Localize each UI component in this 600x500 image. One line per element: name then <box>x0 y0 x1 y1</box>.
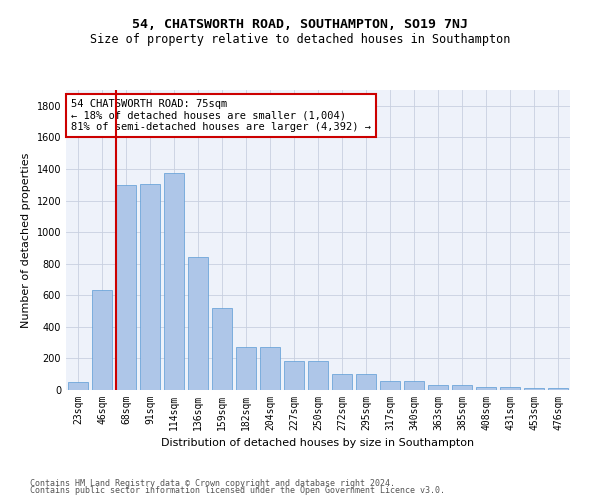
Bar <box>524 388 544 390</box>
Bar <box>500 387 520 390</box>
Bar <box>308 361 328 390</box>
Text: 54 CHATSWORTH ROAD: 75sqm
← 18% of detached houses are smaller (1,004)
81% of se: 54 CHATSWORTH ROAD: 75sqm ← 18% of detac… <box>71 99 371 132</box>
Bar <box>236 346 256 390</box>
Bar <box>452 385 472 390</box>
Bar <box>476 387 496 390</box>
Bar <box>140 184 160 390</box>
Bar <box>548 388 568 390</box>
Text: Contains HM Land Registry data © Crown copyright and database right 2024.: Contains HM Land Registry data © Crown c… <box>30 478 395 488</box>
Bar <box>92 290 112 390</box>
Bar <box>428 385 448 390</box>
Bar <box>404 380 424 390</box>
Y-axis label: Number of detached properties: Number of detached properties <box>21 152 31 328</box>
Bar <box>284 361 304 390</box>
Text: 54, CHATSWORTH ROAD, SOUTHAMPTON, SO19 7NJ: 54, CHATSWORTH ROAD, SOUTHAMPTON, SO19 7… <box>132 18 468 30</box>
Bar <box>260 348 280 390</box>
Bar <box>116 184 136 390</box>
Bar <box>164 173 184 390</box>
Bar <box>356 374 376 390</box>
Bar <box>332 374 352 390</box>
Text: Contains public sector information licensed under the Open Government Licence v3: Contains public sector information licen… <box>30 486 445 495</box>
Bar <box>380 380 400 390</box>
Text: Size of property relative to detached houses in Southampton: Size of property relative to detached ho… <box>90 32 510 46</box>
Bar <box>68 382 88 390</box>
Bar <box>212 308 232 390</box>
X-axis label: Distribution of detached houses by size in Southampton: Distribution of detached houses by size … <box>161 438 475 448</box>
Bar <box>188 258 208 390</box>
